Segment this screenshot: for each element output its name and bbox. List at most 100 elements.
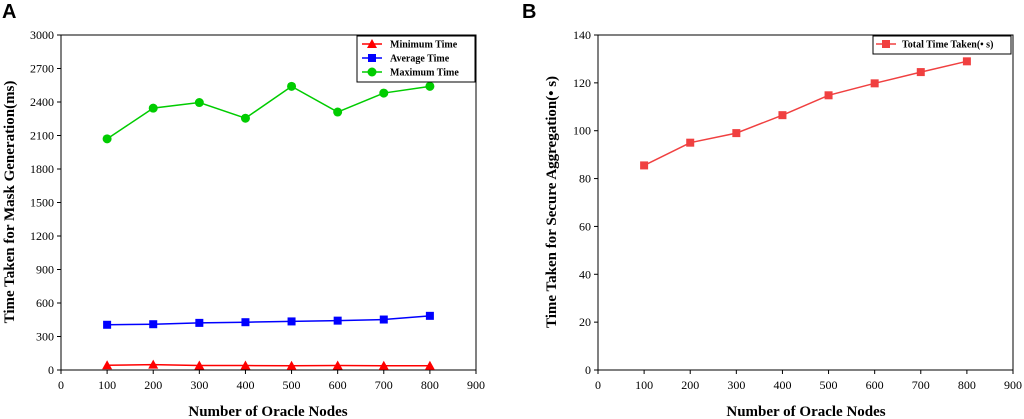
- data-point: [378, 360, 389, 370]
- data-point: [103, 320, 112, 329]
- y-tick-label: 1500: [30, 196, 54, 210]
- y-tick-label: 600: [36, 296, 54, 310]
- panel-a: A 03006009001200150018002100240027003000…: [2, 1, 485, 419]
- panel-b: B 0 20 40 60 80 100 120 140 0 100 200 300 400 500 600…: [522, 1, 1022, 419]
- x-tick-label: 300: [190, 378, 208, 392]
- panel-b-series-group: [640, 57, 971, 170]
- x-tick-label: 400: [773, 378, 791, 392]
- series-line-total-time-taken-s-: [643, 60, 968, 167]
- data-point: [870, 79, 879, 88]
- x-tick-label: 600: [866, 378, 884, 392]
- legend-marker: [368, 54, 376, 62]
- y-tick-label: 900: [36, 263, 54, 277]
- legend-marker: [367, 67, 377, 77]
- y-tick-label: 120: [573, 76, 591, 90]
- data-point: [333, 316, 342, 325]
- x-tick-label: 100: [98, 378, 116, 392]
- panel-b-x-axis-title: Number of Oracle Nodes: [726, 404, 885, 419]
- y-tick-label: 3000: [30, 28, 54, 42]
- legend-marker: [367, 39, 377, 48]
- x-tick-label: 200: [681, 378, 699, 392]
- data-point: [148, 103, 158, 113]
- panel-a-legend: Minimum Time Average Time Maximum Time: [356, 35, 476, 83]
- data-point: [686, 138, 695, 147]
- data-point: [287, 81, 297, 91]
- x-tick-label: 800: [958, 378, 976, 392]
- data-point: [379, 88, 389, 98]
- legend-label: Maximum Time: [390, 68, 459, 79]
- data-point: [916, 68, 925, 77]
- y-tick-label: 140: [573, 28, 591, 42]
- x-tick-label: 700: [912, 378, 930, 392]
- x-tick-label: 600: [329, 378, 347, 392]
- data-point: [102, 360, 113, 370]
- y-tick-label: 2100: [30, 129, 54, 143]
- y-tick-label: 1800: [30, 162, 54, 176]
- x-tick-label: 200: [144, 378, 162, 392]
- x-tick-label: 800: [421, 378, 439, 392]
- x-tick-label: 500: [820, 378, 838, 392]
- data-point: [102, 134, 112, 144]
- data-point: [240, 360, 251, 370]
- data-point: [195, 318, 204, 327]
- data-point: [286, 360, 297, 370]
- data-point: [241, 318, 250, 327]
- panel-b-legend: Total Time Taken(• s): [872, 35, 1012, 55]
- panel-b-x-axis: 0 100 200 300 400 500 600 700 800 900: [595, 370, 1022, 392]
- data-point: [333, 107, 343, 117]
- y-tick-label: 60: [579, 219, 591, 233]
- data-point: [824, 91, 833, 100]
- panel-b-legend-box: [872, 35, 1012, 55]
- data-point: [194, 360, 205, 370]
- data-point: [149, 320, 158, 329]
- y-tick-label: 2700: [30, 62, 54, 76]
- data-point: [962, 57, 971, 66]
- y-tick-label: 2400: [30, 95, 54, 109]
- x-tick-label: 700: [375, 378, 393, 392]
- panel-a-label: A: [2, 1, 16, 23]
- y-tick-label: 20: [579, 315, 591, 329]
- x-tick-label: 100: [635, 378, 653, 392]
- x-tick-label: 400: [236, 378, 254, 392]
- data-point: [240, 113, 250, 123]
- panel-b-y-axis: 0 20 40 60 80 100 120 140: [573, 28, 598, 377]
- panel-a-y-axis: 0 300 600 900 1200 1500 1800 2100 2400 2700 3000: [30, 28, 61, 377]
- data-point: [425, 81, 435, 91]
- data-point: [640, 161, 649, 170]
- x-tick-label: 0: [58, 378, 64, 392]
- panel-a-x-axis-title: Number of Oracle Nodes: [188, 404, 347, 419]
- series-line-maximum-time: [106, 85, 430, 140]
- panel-b-plot-frame: [597, 34, 1014, 371]
- legend-label: Minimum Time: [390, 40, 458, 51]
- legend-label: Average Time: [390, 54, 450, 65]
- data-point: [425, 311, 434, 320]
- series-line-average-time: [107, 315, 430, 326]
- x-tick-label: 900: [467, 378, 485, 392]
- y-tick-label: 0: [585, 363, 591, 377]
- data-point: [194, 98, 204, 108]
- panel-a-x-axis: 0 100 200 300 400 500 600 700 800 900: [58, 370, 485, 392]
- x-tick-label: 500: [283, 378, 301, 392]
- legend-marker: [882, 40, 890, 48]
- y-tick-label: 300: [36, 330, 54, 344]
- y-tick-label: 1200: [30, 229, 54, 243]
- panel-b-y-axis-title: Time Taken for Secure Aggregation(• s): [544, 76, 560, 328]
- panel-a-y-axis-title: Time Taken for Mask Generation(ms): [2, 81, 18, 324]
- panel-a-plot-frame: [60, 34, 477, 371]
- data-point: [732, 129, 741, 138]
- data-point: [287, 317, 296, 326]
- data-point: [332, 360, 343, 370]
- legend-label: Total Time Taken(• s): [902, 40, 993, 51]
- series-line-minimum-time: [107, 363, 430, 367]
- panel-a-legend-box: [356, 35, 476, 83]
- y-tick-label: 40: [579, 267, 591, 281]
- panel-a-series-group: [102, 81, 435, 370]
- data-point: [424, 360, 435, 370]
- x-tick-label: 300: [727, 378, 745, 392]
- panel-b-label: B: [522, 1, 536, 23]
- x-tick-label: 900: [1004, 378, 1022, 392]
- y-tick-label: 80: [579, 172, 591, 186]
- y-tick-label: 0: [48, 363, 54, 377]
- x-tick-label: 0: [595, 378, 601, 392]
- y-tick-label: 100: [573, 124, 591, 138]
